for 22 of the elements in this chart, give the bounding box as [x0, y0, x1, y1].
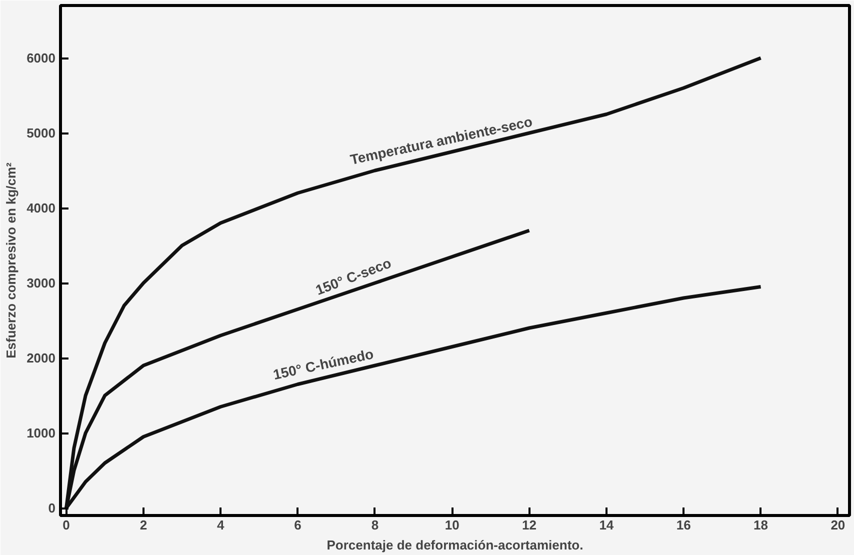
x-tick-label: 4: [217, 518, 225, 532]
x-tick-label: 8: [371, 518, 379, 532]
y-tick-label: 0: [48, 500, 56, 516]
y-axis-title: Esfuerzo compresivo en kg/cm²: [4, 162, 19, 358]
x-tick-label: 20: [830, 518, 846, 532]
x-tick-label: 16: [676, 518, 691, 532]
x-tick-label: 14: [599, 518, 614, 532]
text: 150° C-seco: [313, 254, 394, 298]
y-tick-label: 1000: [26, 426, 56, 440]
y-tick-label: 5000: [26, 126, 56, 140]
y-tick-label: 6000: [26, 50, 56, 66]
x-tick-label: 10: [444, 518, 460, 532]
y-tick-label: 3000: [26, 276, 56, 290]
y-tick-label: 2000: [26, 350, 56, 366]
y-tick-label: 4000: [26, 200, 56, 216]
x-tick-label: 12: [522, 518, 537, 532]
x-tick-label: 6: [294, 518, 302, 532]
x-tick-label: 2: [140, 518, 148, 532]
text: 150° C-húmedo: [272, 346, 375, 382]
x-axis-title: Porcentaje de deformación-acortamiento.: [326, 538, 584, 552]
x-tick-label: 0: [62, 518, 70, 532]
x-tick-label: 18: [754, 518, 768, 532]
